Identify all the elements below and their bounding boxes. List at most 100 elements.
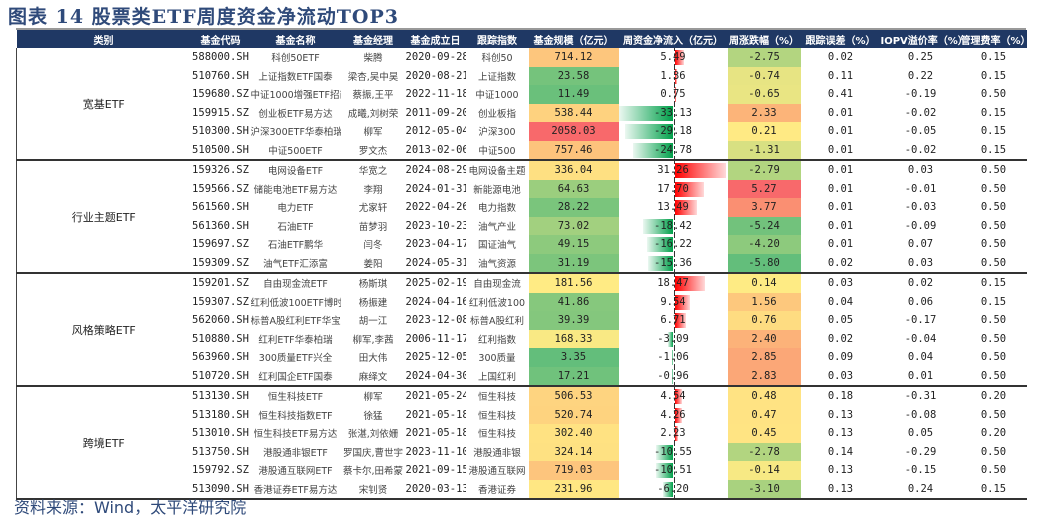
column-header: IOPV溢价率（%）	[880, 30, 961, 48]
net-inflow-value: 9.54	[660, 295, 686, 308]
weekly-net-inflow-cell: 5.49	[619, 48, 728, 67]
management-fee-cell: 0.50	[980, 314, 1007, 327]
management-fee-cell: 0.15	[980, 69, 1007, 82]
tracking-index-cell: 电网设备主题	[468, 166, 526, 178]
column-header: 周涨跌幅（%）	[727, 30, 801, 48]
net-inflow-value: 0.75	[660, 88, 686, 101]
category-cell: 行业主题ETF	[16, 160, 191, 274]
iopv-premium-cell: 0.03	[880, 253, 961, 274]
fund-code-cell: 159309.SZ	[190, 253, 251, 274]
fund-size-cell: 28.22	[528, 198, 619, 217]
iopv-premium-cell: -0.29	[904, 445, 937, 458]
inception-date-cell: 2013-02-06	[405, 140, 466, 161]
table-row: 563960.SH 300质量ETF兴全 田大伟 2025-12-05 300质量 3.3…	[17, 348, 1027, 367]
outflow-bar	[632, 142, 674, 158]
inception-date-cell: 2024-05-31	[405, 253, 466, 274]
tracking-index-cell: 港股通互联网	[468, 466, 526, 478]
inception-date-cell: 2024-01-31	[405, 182, 466, 195]
fund-code-cell: 159680.SZ	[192, 88, 249, 101]
fund-manager-cell: 尤家轩	[358, 203, 388, 215]
fund-name-cell: 中证1000增强ETF招商	[250, 90, 341, 102]
iopv-premium-cell: -0.02	[880, 140, 961, 161]
tracking-error-cell: 0.05	[827, 314, 854, 327]
column-header: 跟踪指数	[465, 30, 529, 48]
tracking-index-cell: 电力指数	[477, 203, 516, 215]
fund-code-cell: 561560.SH	[192, 201, 249, 214]
fund-code-cell: 159566.SZ	[192, 182, 249, 195]
weekly-change-cell: -1.31	[727, 140, 801, 161]
weekly-change-cell: -2.75	[727, 48, 801, 67]
inception-date-cell: 2025-02-19	[405, 277, 466, 290]
weekly-change-cell: -2.78	[727, 442, 801, 461]
fund-size-cell: 719.03	[528, 461, 619, 480]
fund-manager-cell: 徐猛	[363, 410, 383, 422]
tracking-error-cell: 0.13	[800, 479, 881, 500]
outflow-bar	[648, 255, 674, 271]
fund-size-cell: 231.96	[528, 479, 619, 500]
column-header: 基金代码	[190, 30, 251, 48]
inception-date-cell: 2022-04-26	[405, 201, 466, 214]
column-header: 基金规模（亿元）	[528, 30, 619, 48]
fund-name-cell: 标普A股红利ETF华宝	[250, 316, 341, 328]
tracking-index-cell: 自由现金流	[473, 279, 521, 291]
weekly-change-cell: 0.47	[727, 405, 801, 424]
tracking-index-cell: 油气资源	[465, 253, 529, 274]
inception-date-cell: 2023-10-23	[405, 219, 466, 232]
inception-date-cell: 2006-11-17	[405, 332, 466, 345]
category-cell: 跨境ETF	[16, 386, 191, 500]
net-inflow-value: -15.36	[654, 256, 692, 269]
fund-size-cell: 41.86	[528, 292, 619, 311]
weekly-net-inflow-cell: 2.23	[619, 424, 728, 443]
weekly-net-inflow-cell: -0.96	[618, 366, 728, 387]
column-header: 基金名称	[250, 30, 341, 48]
net-inflow-value: 4.26	[660, 408, 686, 421]
inception-date-cell: 2024-04-16	[405, 295, 466, 308]
tracking-error-cell: 0.01	[800, 140, 881, 161]
iopv-premium-cell: 0.25	[907, 51, 934, 64]
fund-manager-cell: 麻绎文	[340, 366, 406, 387]
zero-axis	[673, 442, 675, 461]
weekly-net-inflow-cell: -3.09	[619, 329, 728, 348]
figure-title: 图表 14 股票类ETF周度资金净流动TOP3	[8, 6, 399, 28]
iopv-premium-cell: 0.01	[880, 366, 961, 387]
weekly-net-inflow-cell: 9.54	[619, 292, 728, 311]
iopv-premium-cell: -0.02	[904, 106, 937, 119]
weekly-change-cell: -5.80	[727, 253, 801, 274]
weekly-change-cell: -0.74	[727, 66, 801, 85]
weekly-net-inflow-cell: -29.18	[619, 122, 728, 141]
fund-manager-cell: 苗梦羽	[358, 221, 388, 233]
management-fee-cell: 0.50	[980, 88, 1007, 101]
net-inflow-value: -24.78	[654, 143, 692, 156]
table-row: 513010.SH 恒生科技ETF易方达 张湛,刘依姗 2021-05-18 恒生科技 3…	[17, 424, 1027, 443]
outflow-bar	[671, 350, 674, 365]
tracking-error-cell: 0.01	[827, 201, 854, 214]
management-fee-cell: 0.50	[980, 351, 1007, 364]
weekly-net-inflow-cell: 18.47	[619, 273, 728, 293]
fund-size-cell: 64.63	[528, 179, 619, 198]
tracking-error-cell: 0.13	[827, 427, 854, 440]
tracking-index-cell: 上国红利	[465, 366, 529, 387]
net-inflow-value: -0.96	[657, 369, 689, 382]
table-row: 562060.SH 标普A股红利ETF华宝 胡一江 2023-12-08 标普A股红利 3…	[17, 311, 1027, 330]
fund-code-cell: 159915.SZ	[192, 106, 249, 119]
fund-code-cell: 159307.SZ	[192, 295, 249, 308]
tracking-error-cell: 0.03	[827, 277, 854, 290]
fund-manager-cell: 柳军	[363, 392, 383, 404]
management-fee-cell: 0.50	[980, 182, 1007, 195]
management-fee-cell: 0.20	[980, 427, 1007, 440]
fund-name-cell: 科创50ETF	[271, 53, 320, 65]
iopv-premium-cell: -0.04	[904, 332, 937, 345]
net-inflow-value: -1.06	[657, 351, 689, 364]
iopv-premium-cell: 0.06	[907, 295, 934, 308]
table-row: 风格策略ETF 159201.SZ 自由现金流ETF 杨斯琪 2025-02-19 自由现…	[16, 273, 1027, 387]
tracking-index-cell: 科创50	[481, 53, 513, 65]
tracking-index-cell: 上证指数	[477, 71, 516, 83]
zero-axis	[673, 292, 675, 311]
table-row: 跨境ETF 513130.SH 恒生科技ETF 柳军 2021-05-24 恒生科技 506…	[16, 386, 1027, 500]
weekly-net-inflow-cell: 4.54	[619, 386, 728, 406]
title-divider	[16, 28, 1026, 30]
column-header: 周资金净流入（亿元）	[618, 30, 728, 48]
fund-manager-cell: 罗文杰	[340, 140, 406, 161]
fund-code-cell: 563960.SH	[192, 351, 249, 364]
inception-date-cell: 2024-08-29	[405, 164, 466, 177]
